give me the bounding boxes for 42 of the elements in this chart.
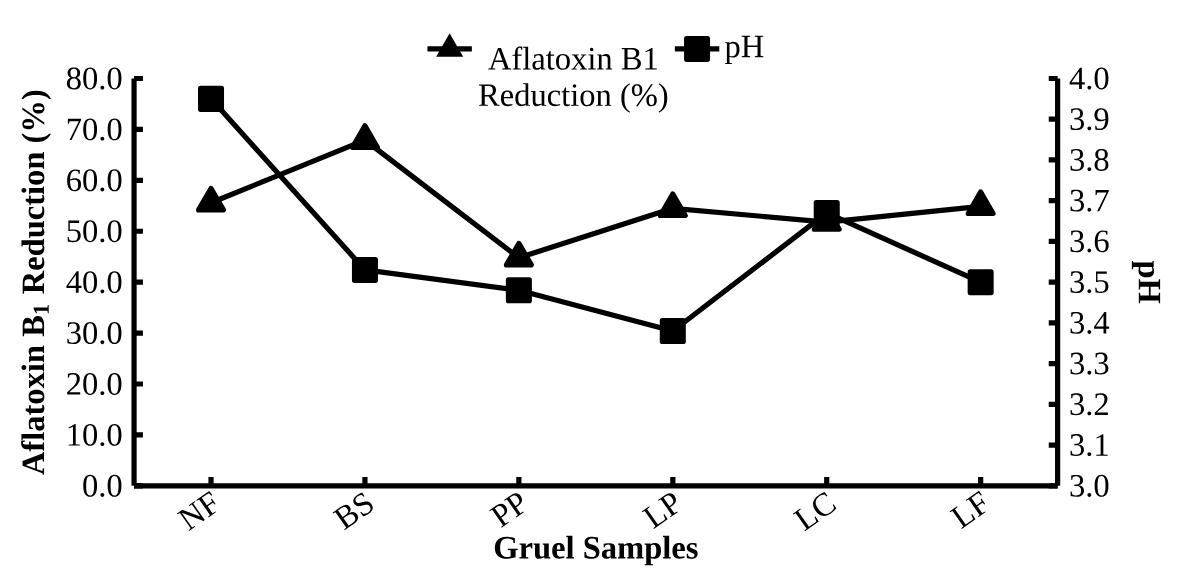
x-tick-label: LP <box>641 493 678 529</box>
y2-tick-label: 4.0 <box>1069 67 1109 90</box>
x-tick-label: PP <box>489 493 524 528</box>
y-tick-label: 0.0 <box>83 474 122 497</box>
y2-tick-label: 3.9 <box>1070 108 1109 131</box>
legend-label: pH <box>725 35 764 65</box>
y2-tick-label: 3.1 <box>1070 434 1108 457</box>
point <box>657 191 688 219</box>
x-tick-label: LC <box>792 492 837 532</box>
y-tick-label: 40.0 <box>66 271 122 294</box>
x-tick-label: LF <box>949 490 986 529</box>
legend-label: Aflatoxin B1 Reduction (%) <box>478 46 668 113</box>
point <box>503 240 534 268</box>
y2-tick-label: 3.2 <box>1070 393 1108 416</box>
point <box>659 317 686 345</box>
y2-tick-label: 3.6 <box>1070 230 1109 253</box>
y-tick-label: 10.0 <box>68 423 122 446</box>
x-tick-label: NF <box>176 490 217 531</box>
y-tick-label: 50.0 <box>67 220 122 243</box>
point <box>349 123 380 150</box>
y-tick-label: 80.0 <box>66 67 122 90</box>
point <box>196 185 227 213</box>
y2-axis-title: pH <box>1131 260 1161 304</box>
point <box>965 189 996 217</box>
y-axis-title: Aflatoxin B$_{1}$ Reduction (%) <box>21 90 51 475</box>
y-tick-label: 60.0 <box>67 169 122 192</box>
y-tick-label: 70.0 <box>67 118 122 141</box>
y2-tick-label: 3.5 <box>1070 271 1109 294</box>
y2-tick-label: 3.0 <box>1070 474 1109 497</box>
y2-tick-label: 3.7 <box>1070 189 1109 212</box>
point <box>505 277 532 304</box>
y2-tick-label: 3.4 <box>1070 311 1110 334</box>
y-tick-label: 20.0 <box>67 372 122 395</box>
point <box>351 256 378 283</box>
y-tick-label: 30.0 <box>67 321 122 345</box>
x-axis-title: Gruel Samples <box>494 535 698 566</box>
x-tick-label: BS <box>332 492 373 531</box>
point <box>813 199 840 226</box>
point <box>198 85 225 112</box>
point <box>967 269 994 296</box>
y2-tick-label: 3.8 <box>1070 148 1109 171</box>
y2-tick-label: 3.3 <box>1070 352 1109 375</box>
